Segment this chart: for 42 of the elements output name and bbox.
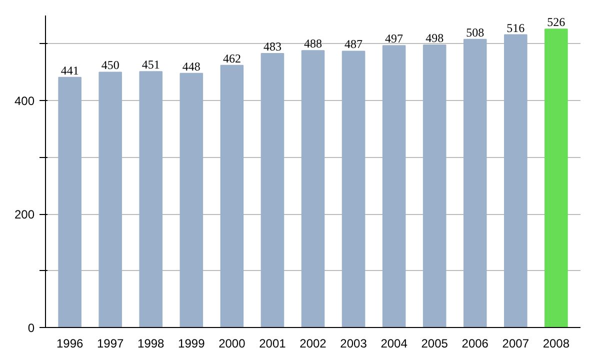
x-tick-label: 2002 — [300, 336, 327, 350]
data-label: 497 — [385, 32, 404, 46]
x-tick-label: 2005 — [421, 336, 448, 350]
y-tick-label: 200 — [14, 208, 35, 222]
data-label: 487 — [344, 37, 363, 52]
bar — [98, 72, 122, 328]
x-tick-label: 2003 — [340, 336, 368, 350]
bar — [504, 34, 528, 328]
bar — [139, 71, 163, 328]
x-tick-label: 2007 — [502, 336, 530, 350]
y-tick-label: 0 — [28, 321, 35, 335]
bar — [180, 72, 204, 328]
data-label: 498 — [426, 31, 444, 45]
data-label: 462 — [222, 51, 241, 66]
bar — [342, 50, 366, 328]
data-label: 441 — [60, 63, 79, 78]
data-label: 526 — [547, 15, 566, 30]
bar — [463, 38, 487, 328]
data-label: 483 — [263, 40, 282, 54]
x-tick-label: 2006 — [462, 336, 489, 350]
data-label: 448 — [182, 59, 200, 74]
y-tick-label: 400 — [14, 94, 35, 108]
bar — [544, 28, 568, 328]
bar — [260, 53, 284, 328]
data-label: 508 — [466, 25, 484, 40]
x-tick-label: 2000 — [218, 336, 246, 350]
x-tick-label: 1997 — [97, 336, 124, 350]
x-tick-label: 2008 — [542, 336, 570, 350]
x-tick-label: 2004 — [380, 336, 408, 350]
bar — [220, 64, 244, 328]
data-label: 450 — [101, 58, 120, 72]
x-tick-label: 1996 — [56, 336, 84, 350]
bar — [301, 50, 325, 328]
x-tick-label: 2001 — [259, 336, 286, 350]
bar — [58, 76, 82, 328]
bar — [382, 45, 406, 328]
bar — [422, 44, 446, 328]
x-tick-label: 1999 — [178, 336, 206, 350]
x-tick-label: 1998 — [138, 336, 165, 350]
data-label: 451 — [142, 58, 160, 72]
data-label: 488 — [304, 36, 322, 51]
data-label: 516 — [506, 20, 525, 35]
